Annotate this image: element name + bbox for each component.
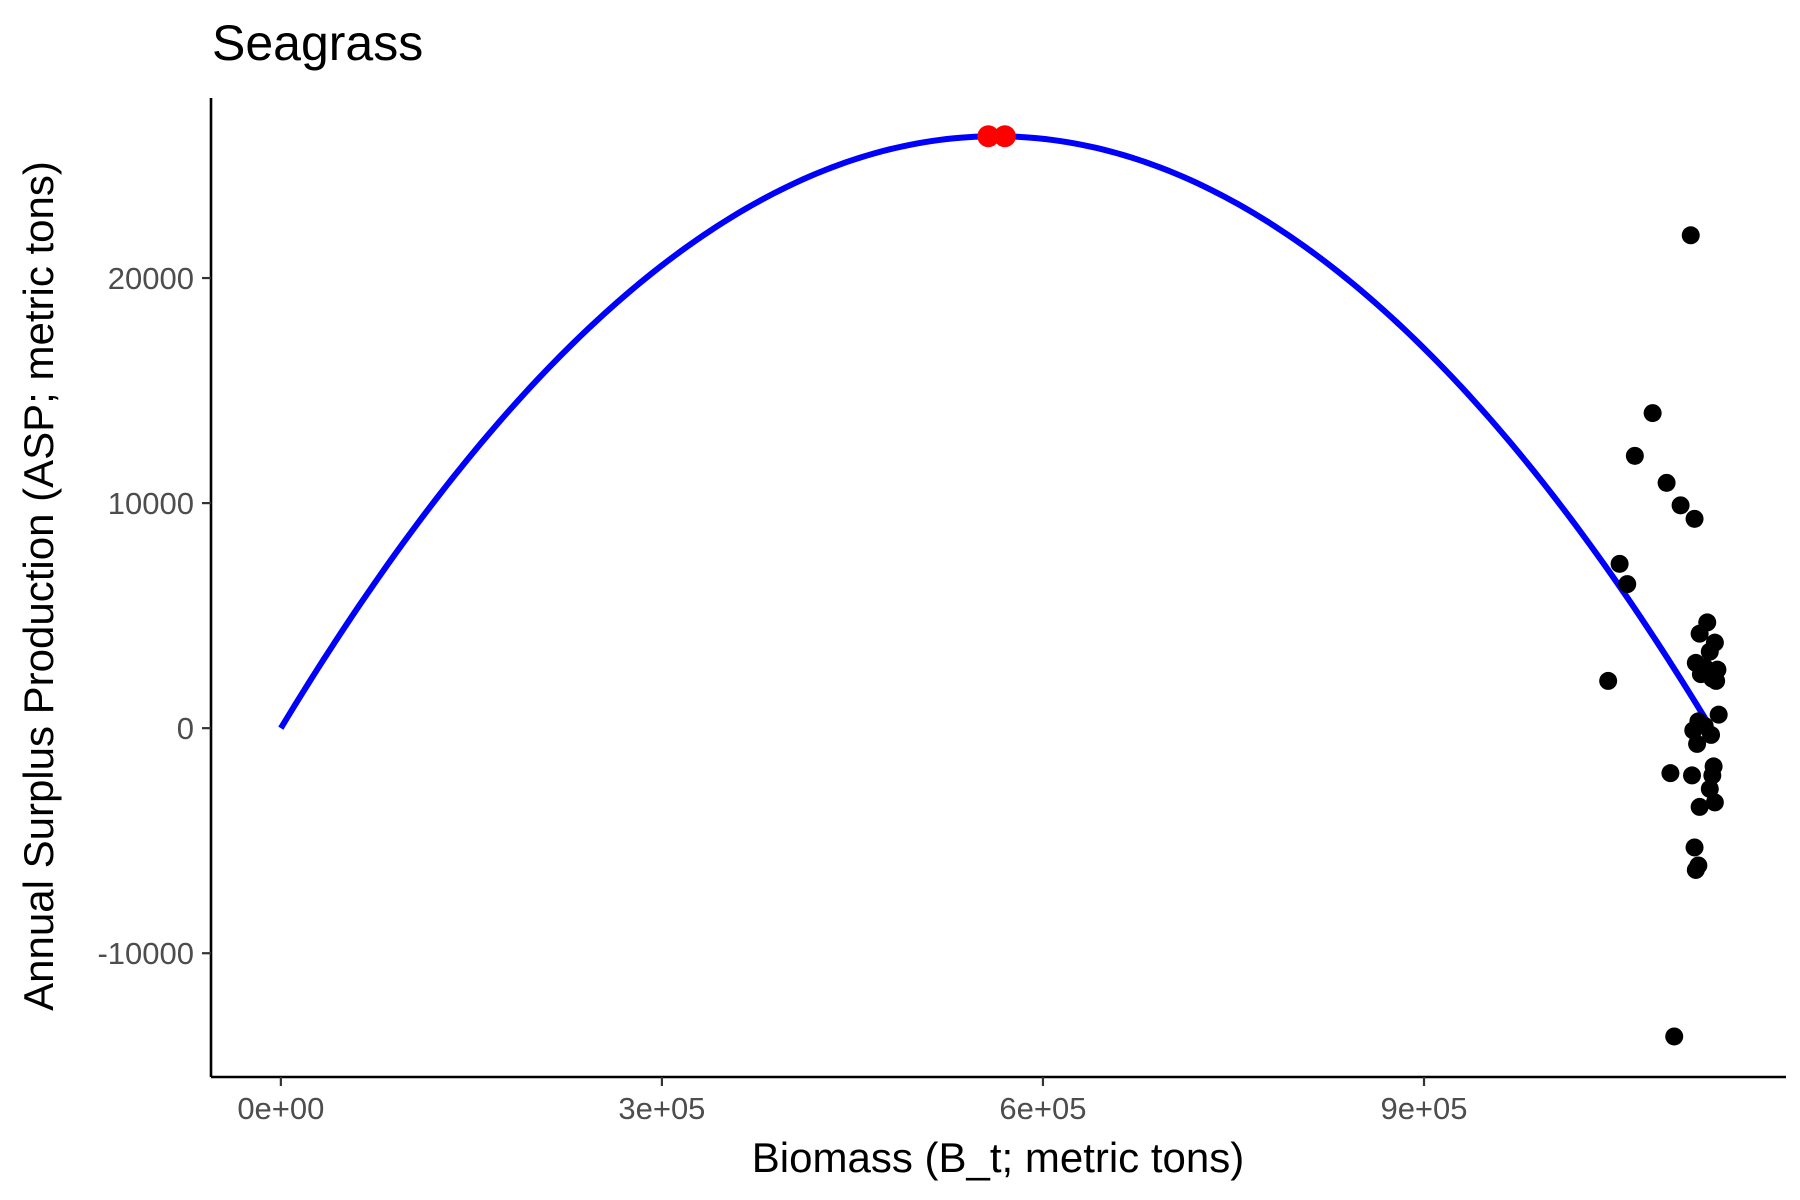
observation-point — [1683, 766, 1702, 785]
x-tick-label: 6e+05 — [999, 1091, 1086, 1126]
y-axis-title: Annual Surplus Production (ASP; metric t… — [15, 161, 62, 1011]
x-tick-label: 0e+00 — [237, 1091, 324, 1126]
observation-point — [1688, 734, 1707, 753]
observation-point — [1661, 764, 1680, 783]
peak-point — [993, 125, 1016, 148]
peak-point — [977, 125, 1000, 148]
y-tick-label: 20000 — [108, 261, 194, 296]
x-tick-label: 9e+05 — [1380, 1091, 1467, 1126]
y-tick-label: 0 — [177, 711, 194, 746]
plot-panel — [278, 125, 1728, 1046]
observation-point — [1657, 473, 1676, 492]
observation-point — [1686, 860, 1705, 879]
observation-point — [1690, 797, 1709, 816]
observation-point — [1709, 705, 1728, 724]
observation-point — [1685, 509, 1704, 528]
observation-point — [1702, 725, 1721, 744]
observation-point — [1671, 496, 1690, 515]
observation-point — [1703, 766, 1722, 785]
observation-point — [1610, 554, 1629, 573]
y-axis-ticks: 20000 10000 0 -10000 — [97, 261, 211, 971]
observation-point — [1690, 624, 1709, 643]
chart-title: Seagrass — [212, 15, 423, 71]
observation-point — [1685, 838, 1704, 857]
x-axis-title: Biomass (B_t; metric tons) — [752, 1134, 1244, 1181]
observation-point — [1665, 1027, 1684, 1046]
observation-point — [1684, 721, 1703, 740]
observation-point — [1625, 446, 1644, 465]
observation-point — [1643, 404, 1662, 423]
observation-point — [1681, 226, 1700, 245]
x-tick-label: 3e+05 — [618, 1091, 705, 1126]
observation-point — [1618, 575, 1637, 594]
x-axis-ticks: 0e+00 3e+05 6e+05 9e+05 — [237, 1077, 1468, 1126]
observation-point — [1599, 671, 1618, 690]
observation-point — [1707, 671, 1726, 690]
observation-point — [1700, 779, 1719, 798]
y-tick-label: 10000 — [108, 486, 194, 521]
y-tick-label: -10000 — [97, 936, 194, 971]
observation-point — [1705, 793, 1724, 812]
observation-point — [1700, 642, 1719, 661]
